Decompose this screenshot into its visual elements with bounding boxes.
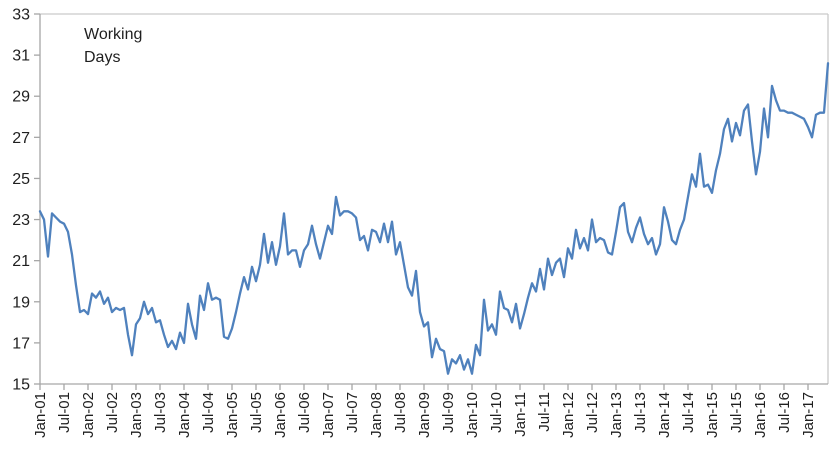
x-tick-label: Jan-06: [272, 392, 289, 438]
y-tick-label: 19: [12, 294, 30, 311]
y-tick-label: 25: [12, 171, 30, 188]
y-tick-label: 27: [12, 130, 30, 147]
x-tick-label: Jul-05: [248, 392, 265, 433]
x-tick-label: Jan-16: [752, 392, 769, 438]
x-tick-label: Jan-05: [224, 392, 241, 438]
y-tick-label: 33: [12, 7, 30, 24]
x-tick-label: Jul-03: [152, 392, 169, 433]
x-tick-label: Jan-07: [320, 392, 337, 438]
x-tick-label: Jul-16: [776, 392, 793, 433]
x-tick-label: Jul-02: [104, 392, 121, 433]
x-tick-label: Jul-08: [392, 392, 409, 433]
y-tick-label: 21: [12, 253, 30, 270]
x-tick-label: Jul-15: [728, 392, 745, 433]
x-tick-label: Jul-12: [584, 392, 601, 433]
x-tick-label: Jan-01: [32, 392, 49, 438]
x-tick-label: Jul-13: [632, 392, 649, 433]
x-tick-label: Jan-14: [656, 392, 673, 438]
y-tick-label: 23: [12, 212, 30, 229]
chart-title: Working Days: [84, 26, 143, 66]
x-tick-label: Jul-14: [680, 392, 697, 433]
x-tick-label: Jul-09: [440, 392, 457, 433]
x-tick-label: Jul-07: [344, 392, 361, 433]
y-tick-label: 15: [12, 377, 30, 394]
x-tick-label: Jan-08: [368, 392, 385, 438]
y-tick-label: 29: [12, 89, 30, 106]
x-tick-label: Jul-10: [488, 392, 505, 433]
x-tick-label: Jul-11: [536, 392, 553, 432]
x-tick-label: Jan-15: [704, 392, 721, 438]
x-tick-label: Jan-17: [800, 392, 817, 438]
y-tick-label: 17: [12, 335, 30, 352]
x-tick-label: Jan-10: [464, 392, 481, 438]
x-tick-label: Jan-09: [416, 392, 433, 438]
x-tick-label: Jul-04: [200, 392, 217, 433]
y-tick-label: 31: [12, 48, 30, 65]
x-tick-label: Jul-06: [296, 392, 313, 433]
x-tick-label: Jan-11: [512, 392, 529, 437]
x-tick-label: Jan-02: [80, 392, 97, 438]
x-tick-label: Jul-01: [56, 392, 73, 433]
x-tick-label: Jan-13: [608, 392, 625, 438]
x-tick-label: Jan-04: [176, 392, 193, 438]
x-tick-label: Jan-12: [560, 392, 577, 438]
series-line: [38, 62, 830, 375]
x-tick-label: Jan-03: [128, 392, 145, 438]
